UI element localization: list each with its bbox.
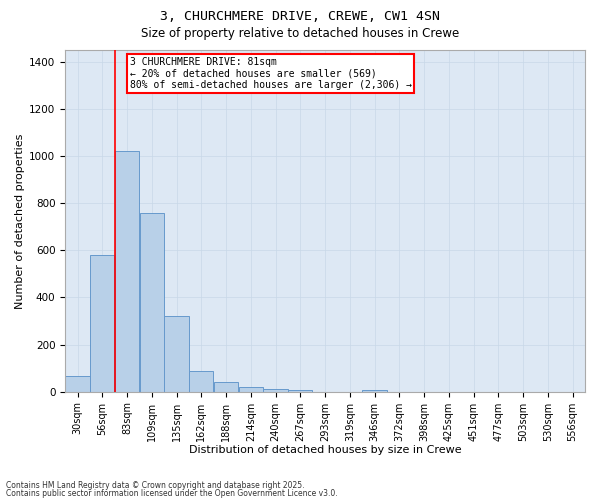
Text: Contains public sector information licensed under the Open Government Licence v3: Contains public sector information licen…	[6, 488, 338, 498]
Y-axis label: Number of detached properties: Number of detached properties	[15, 133, 25, 308]
Bar	[214, 382, 238, 392]
Bar	[288, 390, 313, 392]
Bar	[362, 390, 387, 392]
Text: Contains HM Land Registry data © Crown copyright and database right 2025.: Contains HM Land Registry data © Crown c…	[6, 481, 305, 490]
Bar	[189, 370, 214, 392]
Bar	[164, 316, 188, 392]
Text: 3 CHURCHMERE DRIVE: 81sqm
← 20% of detached houses are smaller (569)
80% of semi: 3 CHURCHMERE DRIVE: 81sqm ← 20% of detac…	[130, 57, 412, 90]
X-axis label: Distribution of detached houses by size in Crewe: Distribution of detached houses by size …	[189, 445, 461, 455]
Text: 3, CHURCHMERE DRIVE, CREWE, CW1 4SN: 3, CHURCHMERE DRIVE, CREWE, CW1 4SN	[160, 10, 440, 23]
Bar	[263, 390, 287, 392]
Bar	[140, 212, 164, 392]
Bar	[239, 387, 263, 392]
Bar	[90, 255, 115, 392]
Text: Size of property relative to detached houses in Crewe: Size of property relative to detached ho…	[141, 28, 459, 40]
Bar	[115, 152, 139, 392]
Bar	[65, 376, 89, 392]
